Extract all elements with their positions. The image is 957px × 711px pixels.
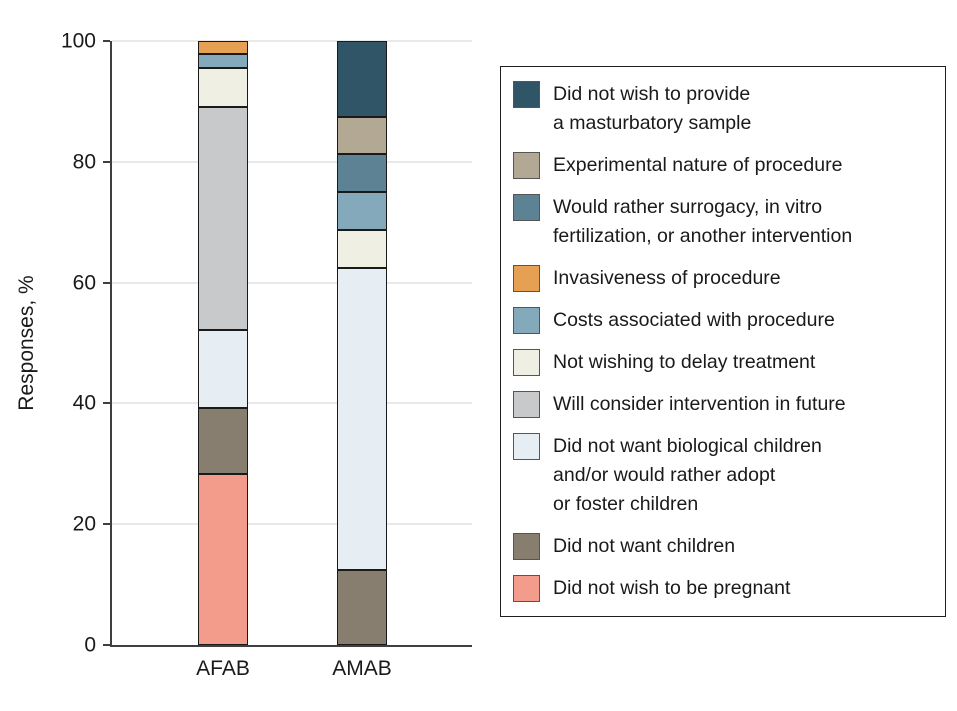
segment <box>198 106 248 330</box>
legend-swatch <box>513 533 540 560</box>
legend-swatch <box>513 81 540 108</box>
legend-item: Did not wish to provide a masturbatory sa… <box>513 80 931 138</box>
x-tick-label-amab: AMAB <box>332 657 392 680</box>
legend-label-line: Did not wish to be pregnant <box>553 577 791 599</box>
segment <box>198 54 248 68</box>
segment <box>337 229 387 268</box>
y-tick-label: 60 <box>72 271 96 295</box>
legend-label-line: Not wishing to delay treatment <box>553 351 816 373</box>
gridline-40 <box>112 402 472 405</box>
legend-label-line: Did not want biological children <box>553 435 822 457</box>
y-axis-title: Responses, % <box>15 275 38 411</box>
legend-label: Will consider intervention in future <box>553 390 846 419</box>
y-tick-label: 0 <box>84 633 96 657</box>
legend-swatch <box>513 433 540 460</box>
legend-label-line: Invasiveness of procedure <box>553 267 781 289</box>
legend-label: Did not wish to provide a masturbatory sa… <box>553 80 751 138</box>
legend-label-line: Would rather surrogacy, in vitro <box>553 196 823 218</box>
legend-label-line: Experimental nature of procedure <box>553 154 843 176</box>
legend-swatch <box>513 349 540 376</box>
segment <box>337 116 387 155</box>
legend-swatch <box>513 194 540 221</box>
legend-item: Did not want biological children and/or w… <box>513 432 931 519</box>
bar-afab <box>198 41 248 645</box>
y-tick-40 <box>103 402 110 405</box>
gridline-20 <box>112 523 472 526</box>
gridline-60 <box>112 281 472 284</box>
segment <box>337 192 387 230</box>
segment <box>337 41 387 117</box>
segment <box>198 408 248 475</box>
y-tick-label: 80 <box>72 150 96 174</box>
legend-label-line: Did not wish to provide <box>553 83 751 105</box>
segment <box>198 67 248 107</box>
legend-label: Would rather surrogacy, in vitro fertiliz… <box>553 193 852 251</box>
y-tick-label: 100 <box>60 29 96 53</box>
y-tick-20 <box>103 523 110 526</box>
legend-label: Did not wish to be pregnant <box>553 574 790 603</box>
legend-swatch <box>513 307 540 334</box>
legend-label: Costs associated with procedure <box>553 306 835 335</box>
y-tick-label: 20 <box>72 512 96 536</box>
legend-swatch <box>513 265 540 292</box>
segment <box>337 267 387 570</box>
legend-item: Did not want children <box>513 532 931 561</box>
legend-item: Experimental nature of procedure <box>513 151 931 180</box>
legend-item: Will consider intervention in future <box>513 390 931 419</box>
segment <box>337 569 387 645</box>
legend-label-line: or foster children <box>553 493 699 515</box>
segment <box>198 474 248 645</box>
segment <box>198 41 248 55</box>
legend-box: Did not wish to provide a masturbatory sa… <box>500 66 946 617</box>
legend-label-line: Will consider intervention in future <box>553 393 846 415</box>
legend-label-line: Costs associated with procedure <box>553 309 835 331</box>
legend-label: Experimental nature of procedure <box>553 151 842 180</box>
x-tick-label-afab: AFAB <box>196 657 250 680</box>
segment <box>198 330 248 409</box>
legend-label: Not wishing to delay treatment <box>553 348 815 377</box>
legend-item: Did not wish to be pregnant <box>513 574 931 603</box>
y-tick-100 <box>103 40 110 42</box>
legend-swatch <box>513 575 540 602</box>
legend-item: Not wishing to delay treatment <box>513 348 931 377</box>
legend-item: Invasiveness of procedure <box>513 264 931 293</box>
y-tick-60 <box>103 281 110 284</box>
legend-label-line: Did not want children <box>553 535 736 557</box>
legend-swatch <box>513 391 540 418</box>
segment <box>337 154 387 192</box>
gridline-80 <box>112 160 472 163</box>
bar-amab <box>337 41 387 645</box>
legend-label-line: fertilization, or another intervention <box>553 225 853 247</box>
legend-label: Did not want children <box>553 532 735 561</box>
legend-swatch <box>513 152 540 179</box>
legend-item: Would rather surrogacy, in vitro fertiliz… <box>513 193 931 251</box>
legend-item: Costs associated with procedure <box>513 306 931 335</box>
y-tick-80 <box>103 160 110 163</box>
legend-label-line: a masturbatory sample <box>553 112 752 134</box>
y-tick-label: 40 <box>72 391 96 415</box>
legend-label-line: and/or would rather adopt <box>553 464 776 486</box>
legend-label: Did not want biological children and/or w… <box>553 432 822 519</box>
gridline-100 <box>112 40 472 42</box>
y-tick-0 <box>103 644 110 646</box>
plot-area: 0 20 40 60 80 100 AFAB AMAB <box>61 31 472 680</box>
legend-label: Invasiveness of procedure <box>553 264 781 293</box>
